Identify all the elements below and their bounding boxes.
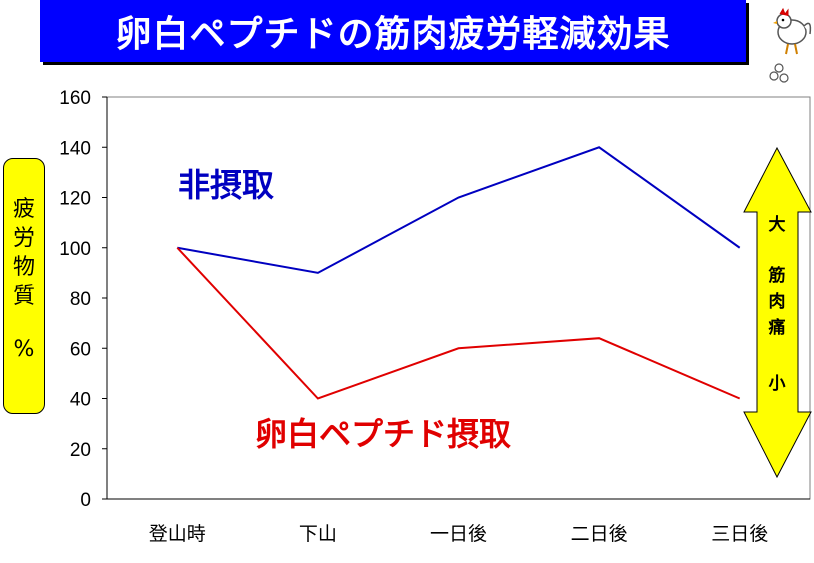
y-axis-label-char: 労 (12, 226, 35, 251)
chart-title: 卵白ペプチドの筋肉疲労軽減効果 (115, 14, 671, 55)
y-tick-label: 120 (59, 189, 91, 210)
x-categories: 登山時 下山 一日後 二日後 三日後 (149, 523, 768, 545)
series-line-1 (176, 247, 741, 400)
y-axis-label-char: 物 (12, 255, 35, 280)
arrow-label-mid: 肉 (769, 291, 786, 312)
y-axis-label: 疲 労 物 質 % (3, 158, 45, 414)
x-category-label: 登山時 (149, 523, 206, 545)
y-tick-label: 100 (59, 239, 91, 260)
title-banner: 卵白ペプチドの筋肉疲労軽減効果 (40, 0, 746, 62)
y-tick-label: 140 (59, 138, 91, 159)
series-line-0 (177, 146, 741, 274)
y-ticks: 0 20 40 60 80 100 120 140 160 (59, 88, 107, 511)
series-label-non-intake: 非摂取 (178, 166, 274, 204)
y-tick-label: 60 (70, 339, 91, 360)
series-label-peptide-intake: 卵白ペプチド摂取 (255, 415, 511, 453)
y-tick-label: 20 (70, 440, 91, 461)
y-axis-label-char: 質 (12, 284, 35, 309)
x-category-label: 下山 (299, 523, 337, 545)
x-category-label: 三日後 (711, 523, 768, 545)
y-tick-label: 0 (80, 490, 91, 511)
x-category-label: 二日後 (571, 523, 628, 545)
y-axis-unit: % (13, 337, 35, 362)
arrow-label-top: 大 (769, 214, 786, 235)
chicken-mascot-icon (769, 7, 812, 83)
y-tick-label: 40 (70, 390, 91, 411)
arrow-label-bottom: 小 (769, 374, 786, 394)
arrow-label-mid: 痛 (769, 317, 786, 338)
y-axis-label-char: 疲 (12, 197, 35, 222)
x-category-label: 一日後 (430, 523, 487, 545)
y-tick-label: 160 (59, 88, 91, 109)
y-tick-label: 80 (70, 289, 91, 310)
series-lines (176, 146, 741, 400)
arrow-label-mid: 筋 (768, 265, 786, 286)
muscle-pain-arrow: 大 筋 肉 痛 小 (743, 146, 812, 479)
